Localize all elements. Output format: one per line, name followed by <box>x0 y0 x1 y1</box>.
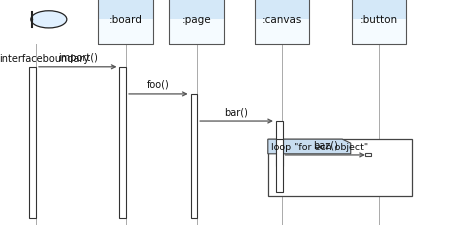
Bar <box>255 20 309 45</box>
Bar <box>276 140 283 192</box>
Bar <box>169 0 224 20</box>
Bar <box>352 0 407 20</box>
Circle shape <box>31 12 67 29</box>
Bar <box>191 94 197 218</box>
Bar <box>255 0 309 20</box>
Polygon shape <box>268 140 351 154</box>
Bar <box>119 68 126 218</box>
Bar <box>169 0 224 45</box>
Bar <box>169 20 224 45</box>
Bar <box>99 20 153 45</box>
Text: :canvas: :canvas <box>262 15 302 25</box>
Bar <box>352 20 407 45</box>
Bar <box>255 0 309 45</box>
Text: interfaceboundary: interfaceboundary <box>0 54 89 64</box>
Text: :board: :board <box>109 15 143 25</box>
Text: import(): import() <box>58 53 98 63</box>
Text: :page: :page <box>182 15 211 25</box>
Text: foo(): foo() <box>147 80 170 90</box>
Text: bar(): bar() <box>225 107 248 117</box>
Bar <box>268 140 412 196</box>
Bar <box>29 68 36 218</box>
Text: baz(): baz() <box>313 140 337 150</box>
Bar <box>365 154 371 157</box>
Text: loop "for ech object": loop "for ech object" <box>271 142 368 151</box>
Bar <box>352 0 407 45</box>
Bar <box>276 122 283 166</box>
Bar <box>99 0 153 20</box>
Bar <box>99 0 153 45</box>
Text: :button: :button <box>360 15 398 25</box>
